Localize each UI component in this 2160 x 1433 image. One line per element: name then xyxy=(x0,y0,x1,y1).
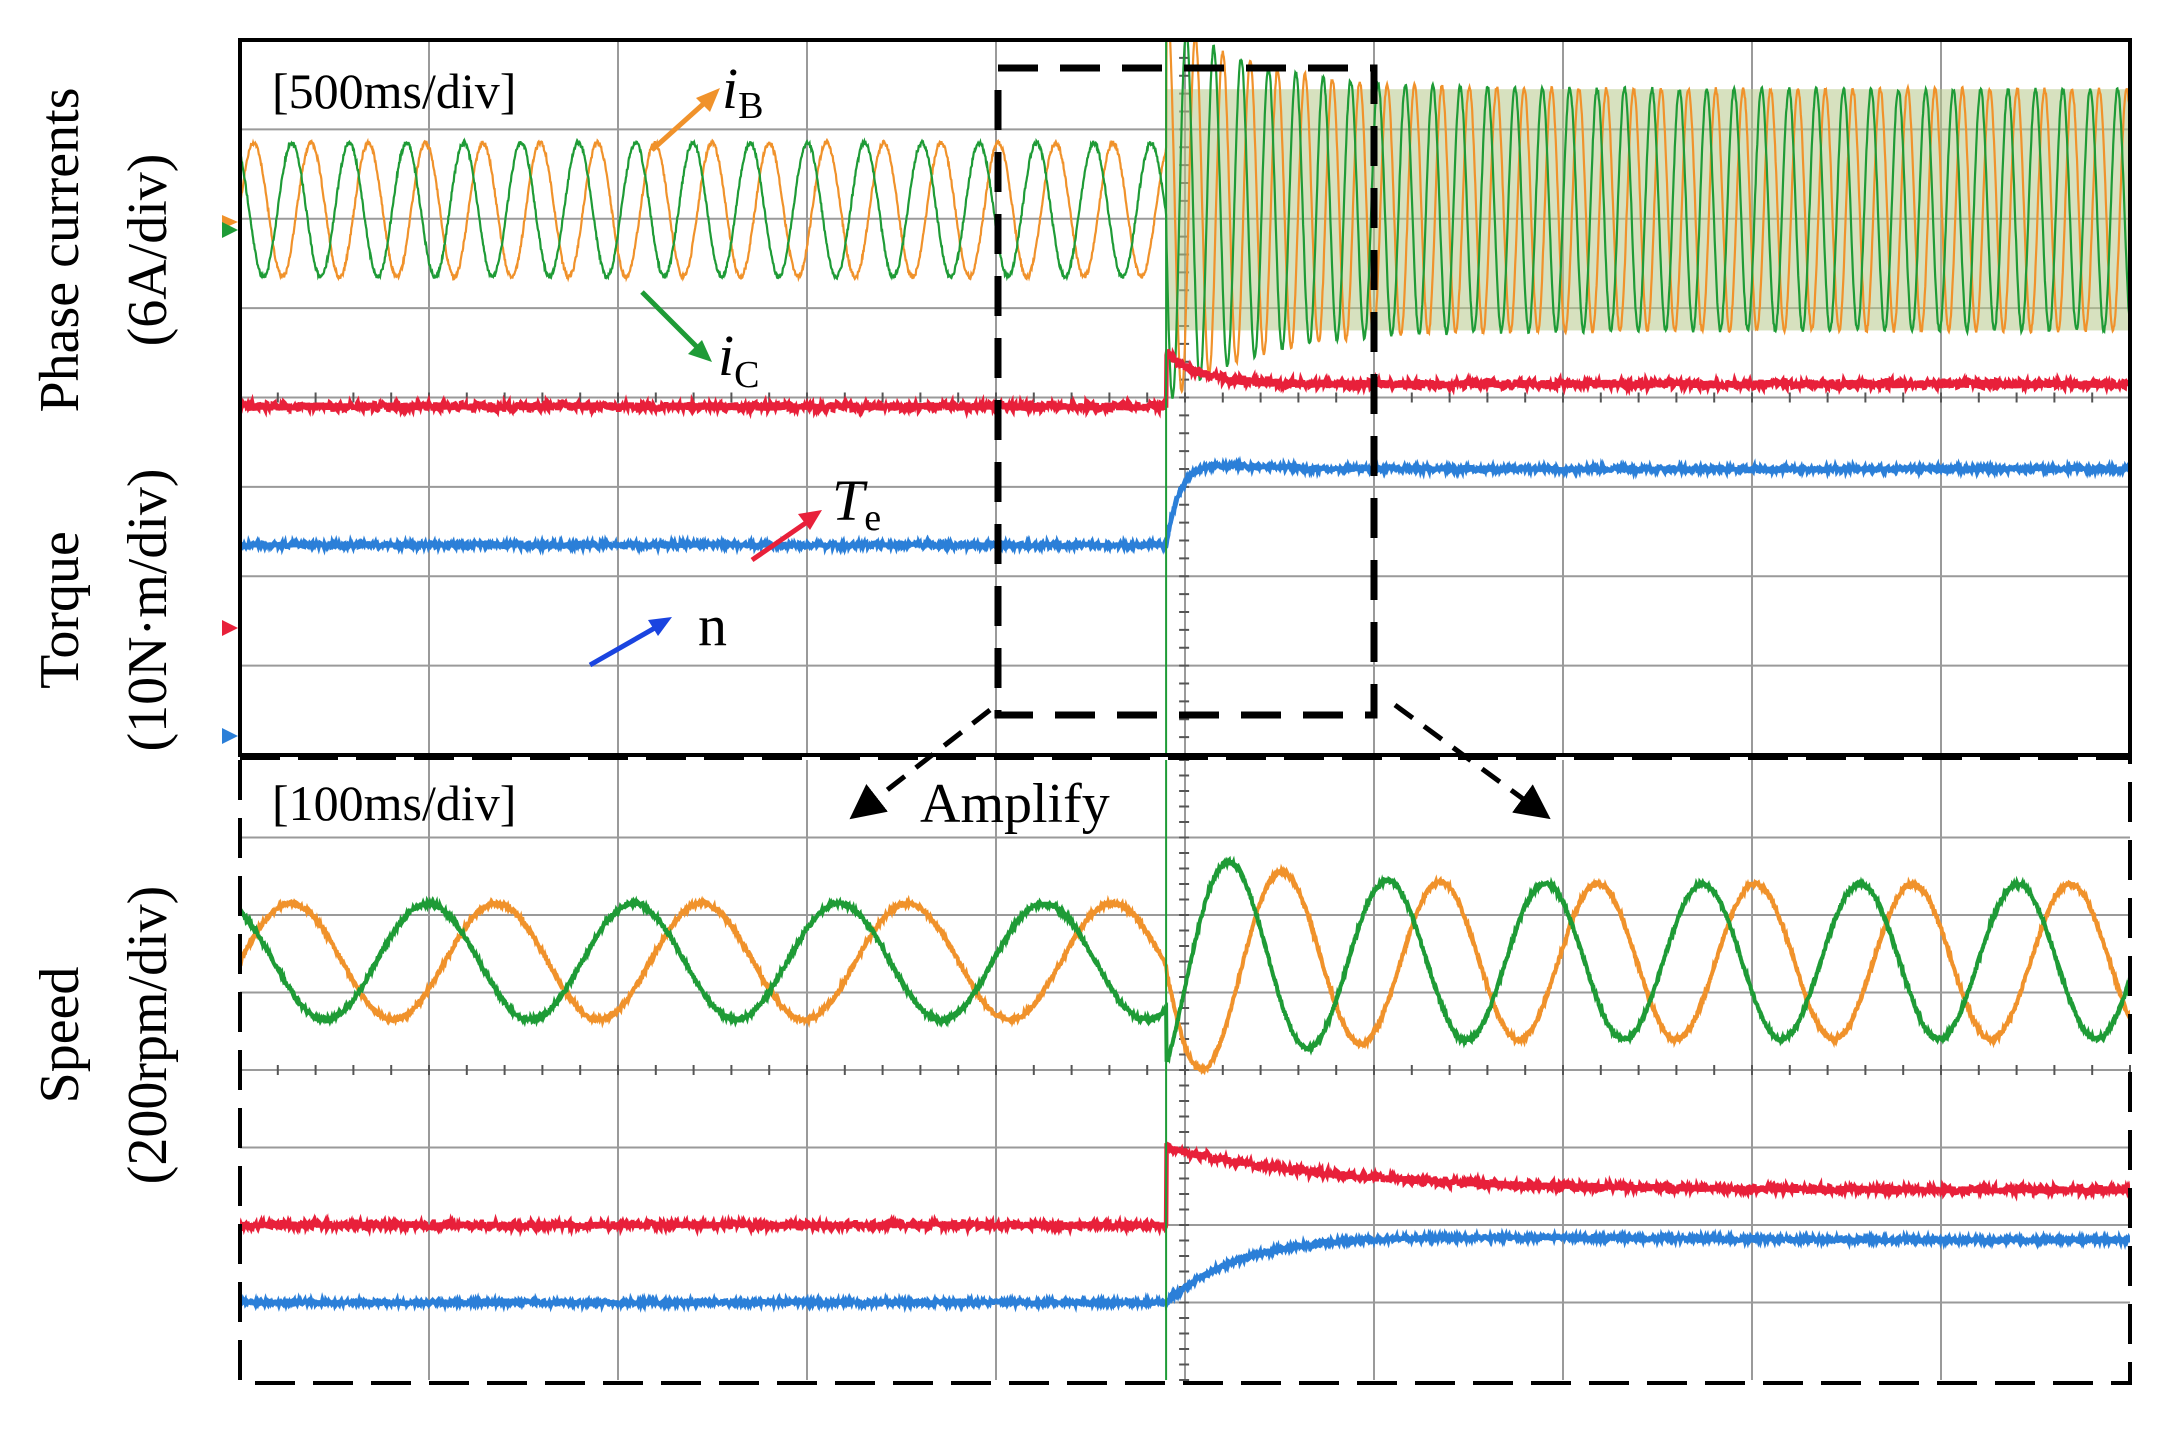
ic-label-arrow xyxy=(640,290,702,352)
n-label-arrow xyxy=(588,622,662,668)
bottom-panel-traces xyxy=(240,760,2130,1380)
series-ib-line xyxy=(240,863,2130,1076)
ib-label: iB xyxy=(722,56,763,127)
ic-label: iC xyxy=(718,323,759,396)
te-label: Te xyxy=(832,468,881,539)
ic-label-arrowhead xyxy=(688,340,712,362)
amplify-label: Amplify xyxy=(920,773,1110,835)
torque-scale-label: (10N·m/div) xyxy=(117,468,179,752)
phase-currents-label: Phase currents xyxy=(29,87,91,413)
top-panel-frame xyxy=(238,38,2132,757)
speed-label: Speed xyxy=(29,966,91,1104)
series-n-line xyxy=(240,455,2130,557)
series-te-line xyxy=(240,1141,2130,1238)
torque-label: Torque xyxy=(29,531,91,689)
channel-marker-ic xyxy=(222,222,238,238)
n-label: n xyxy=(698,593,727,658)
zoom-region-box xyxy=(994,64,1378,719)
te-label-arrowhead xyxy=(798,510,822,530)
amplify-arrow-right xyxy=(1393,702,1551,820)
series-ib-line xyxy=(240,40,2130,395)
channel-marker-te xyxy=(222,620,238,636)
speed-scale-label: (200rpm/div) xyxy=(117,885,179,1185)
bottom-timebase-label: [100ms/div] xyxy=(272,775,516,831)
phase-currents-scale-label: (6A/div) xyxy=(117,153,179,347)
channel-marker-n xyxy=(222,728,238,744)
series-te-line xyxy=(240,346,2130,420)
series-ic-line xyxy=(240,855,2130,1065)
ib-label-arrow xyxy=(650,96,712,152)
amplify-arrow-left xyxy=(849,708,992,820)
ib-label-arrowhead xyxy=(696,88,720,112)
te-label-arrow xyxy=(750,517,812,563)
series-n-line xyxy=(240,1227,2130,1314)
n-label-arrowhead xyxy=(648,617,672,636)
top-timebase-label: [500ms/div] xyxy=(272,63,516,119)
bottom-panel-frame xyxy=(238,756,2132,1385)
